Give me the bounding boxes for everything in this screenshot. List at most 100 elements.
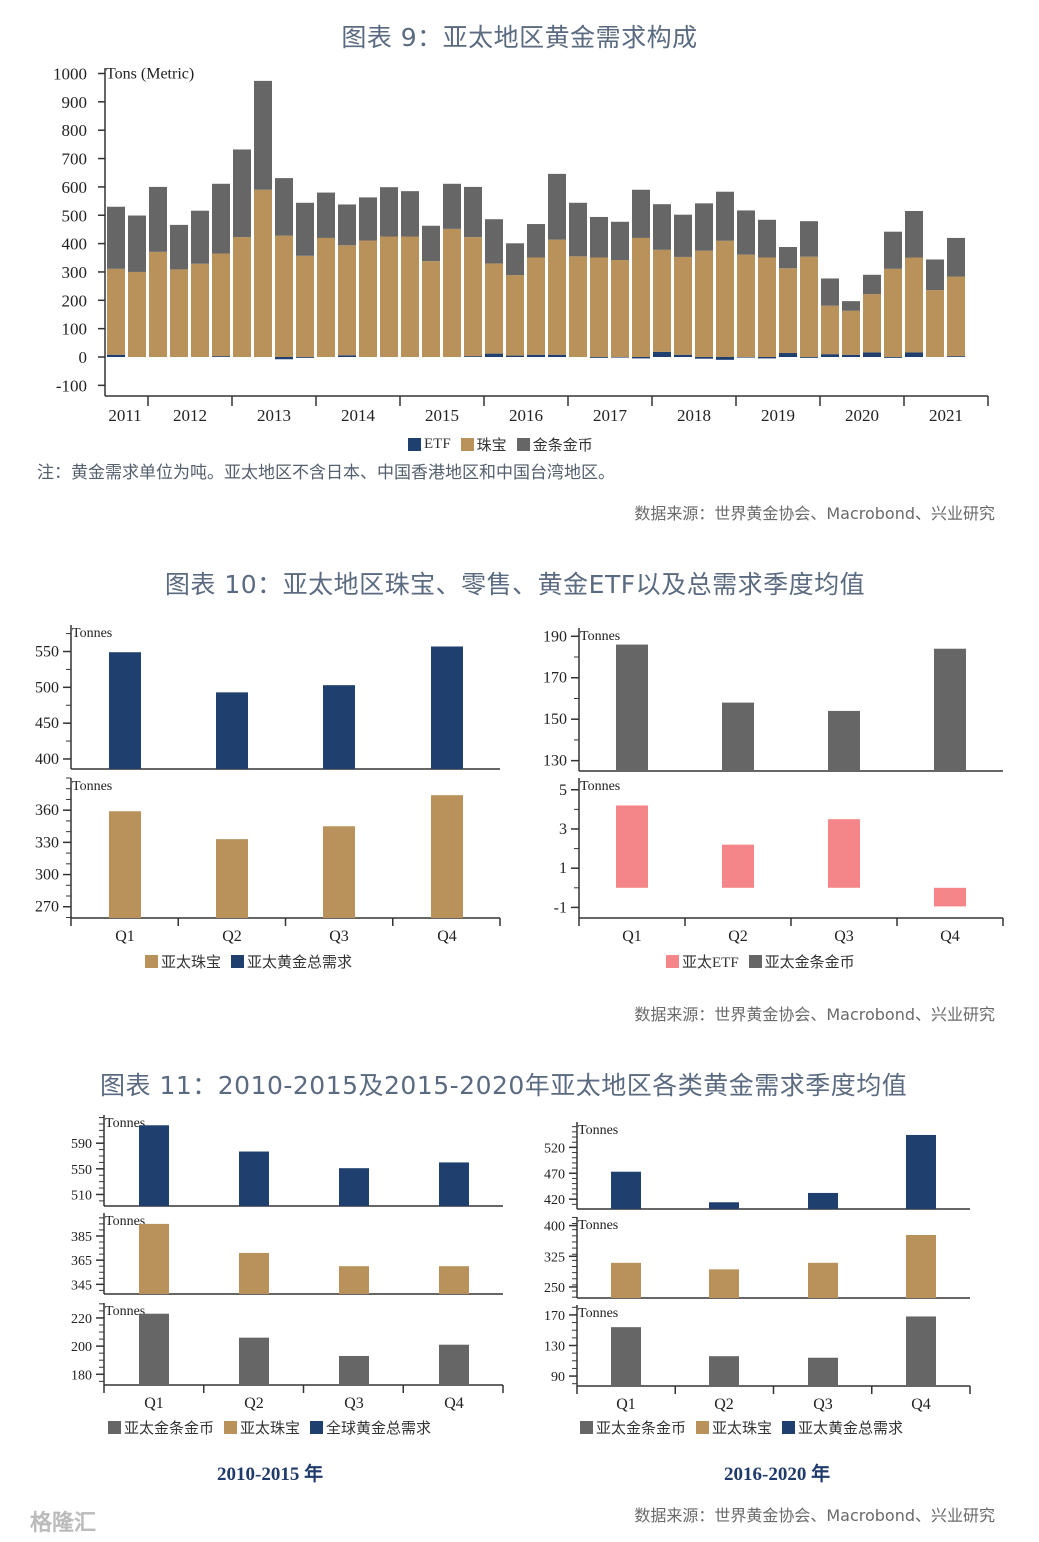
fig9-title: 图表 9：亚太地区黄金需求构成 <box>341 23 698 52</box>
fig9-source: 数据来源：世界黄金协会、Macrobond、兴业研究 <box>634 504 995 523</box>
bar-q2 <box>709 1202 739 1209</box>
legend-item: 金条金币 <box>516 434 593 455</box>
y-axis-unit-label: Tonnes <box>72 779 112 794</box>
bar-etf <box>905 352 923 357</box>
y-tick-label: 0 <box>79 348 88 367</box>
y-tick-label: 330 <box>35 834 59 851</box>
bar-q3 <box>339 1266 369 1294</box>
x-tick-label: 2013 <box>257 406 291 425</box>
bar-jewelry <box>863 294 881 353</box>
bar-jewelry <box>401 236 419 357</box>
y-tick-label: 400 <box>35 751 59 768</box>
legend-swatch <box>580 1421 593 1434</box>
bar-barcoin <box>128 215 146 272</box>
bar-barcoin <box>632 189 650 238</box>
bar-jewelry <box>191 263 209 357</box>
bar-etf <box>758 357 776 359</box>
y-tick-label: 600 <box>62 178 88 197</box>
x-tick-label: 2021 <box>929 406 963 425</box>
bar-jewelry <box>884 268 902 357</box>
bar-q4 <box>439 1162 469 1206</box>
bar-jewelry <box>443 228 461 357</box>
x-tick-label: 2014 <box>341 406 376 425</box>
y-tick-label: 270 <box>35 899 59 916</box>
bar-etf <box>716 357 734 360</box>
bar-q2 <box>216 839 248 918</box>
bar-q1 <box>611 1171 641 1209</box>
y-tick-label: 550 <box>35 644 59 661</box>
legend-swatch <box>666 955 679 968</box>
y-axis-unit-label: Tonnes <box>72 626 112 641</box>
legend-item: 亚太黄金总需求 <box>231 951 352 972</box>
legend-swatch <box>310 1421 324 1434</box>
bar-jewelry <box>296 255 314 357</box>
y-tick-label: 90 <box>551 1370 565 1385</box>
bar-jewelry <box>695 250 713 357</box>
bar-barcoin <box>401 191 419 237</box>
y-tick-label: 325 <box>544 1250 565 1265</box>
x-tick-label: 2019 <box>761 406 795 425</box>
bar-q4 <box>906 1316 936 1386</box>
bar-barcoin <box>842 301 860 311</box>
x-tick-label: Q3 <box>813 1396 833 1413</box>
watermark-logo: 格隆汇 <box>30 1511 97 1536</box>
bar-barcoin <box>233 149 251 238</box>
bar-barcoin <box>611 221 629 261</box>
legend-label: 珠宝 <box>476 438 507 454</box>
bar-etf <box>107 354 125 357</box>
x-tick-label: Q4 <box>437 928 457 945</box>
bar-jewelry <box>212 253 230 357</box>
legend-label: 亚太金条金币 <box>124 1421 215 1437</box>
bar-barcoin <box>821 278 839 306</box>
x-tick-label: 2015 <box>425 406 459 425</box>
y-axis-unit-label: Tonnes <box>105 1116 145 1131</box>
bar-q2 <box>239 1337 269 1385</box>
bar-etf <box>884 357 902 358</box>
bar-barcoin <box>254 80 272 190</box>
bar-barcoin <box>422 225 440 262</box>
legend-item: 亚太金条金币 <box>580 1417 686 1438</box>
bar-jewelry <box>926 290 944 357</box>
bar-barcoin <box>485 219 503 264</box>
bar-etf <box>653 351 671 357</box>
y-tick-label: 400 <box>544 1220 565 1235</box>
bar-etf <box>590 357 608 358</box>
y-tick-label: 180 <box>71 1368 92 1383</box>
bar-jewelry <box>842 310 860 355</box>
bar-barcoin <box>338 204 356 246</box>
legend-swatch <box>408 438 421 451</box>
fig10-title: 图表 10：亚太地区珠宝、零售、黄金ETF以及总需求季度均值 <box>164 570 866 599</box>
y-tick-label: 130 <box>544 1340 565 1355</box>
legend-swatch <box>224 1421 238 1434</box>
bar-jewelry <box>464 237 482 357</box>
legend-label: 金条金币 <box>532 438 593 454</box>
bar-jewelry <box>359 240 377 357</box>
legend-label: 亚太珠宝 <box>240 1421 301 1437</box>
bar-jewelry <box>107 268 125 355</box>
x-tick-label: Q2 <box>244 1395 264 1412</box>
bar-q1 <box>611 1262 641 1298</box>
x-tick-label: Q4 <box>444 1395 464 1412</box>
bar-q4 <box>934 648 966 771</box>
bar-jewelry <box>716 240 734 357</box>
bar-barcoin <box>737 210 755 255</box>
bar-etf <box>611 357 629 358</box>
fig9-legend: ETF 珠宝 金条金币 <box>408 434 599 455</box>
bar-jewelry <box>275 235 293 357</box>
bar-jewelry <box>380 236 398 357</box>
bar-barcoin <box>674 214 692 257</box>
bar-barcoin <box>590 216 608 258</box>
legend-swatch <box>696 1421 710 1434</box>
x-tick-label: Q2 <box>222 928 242 945</box>
bar-barcoin <box>653 204 671 250</box>
bar-jewelry <box>947 276 965 357</box>
legend-item: 珠宝 <box>460 434 507 455</box>
y-axis-unit-label: Tonnes <box>580 779 620 794</box>
legend-label: 亚太ETF <box>682 955 739 971</box>
y-tick-label: 800 <box>62 121 88 140</box>
y-tick-label: 590 <box>71 1137 92 1152</box>
bar-etf <box>737 357 755 358</box>
y-tick-label: 150 <box>543 711 567 728</box>
bar-jewelry <box>128 271 146 357</box>
x-tick-label: 2018 <box>677 406 711 425</box>
